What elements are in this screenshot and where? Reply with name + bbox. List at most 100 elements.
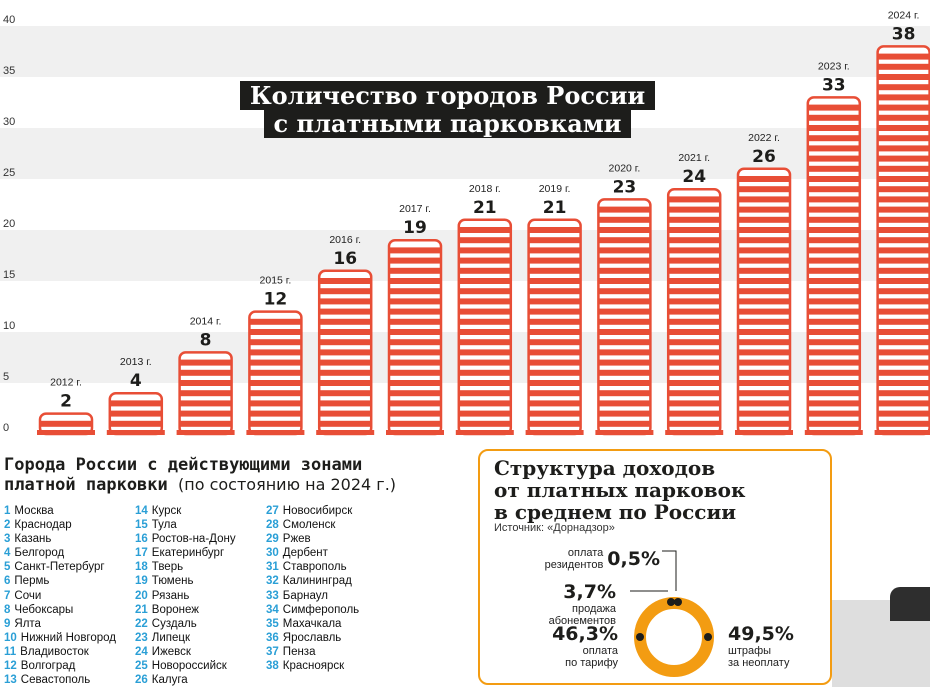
bar-stripe <box>528 257 581 264</box>
city-number: 2 <box>4 519 11 532</box>
segment-desc-2: за неоплату <box>728 657 790 669</box>
bar-stripe <box>807 339 860 346</box>
bar-stripe <box>738 318 790 325</box>
bar-stripe <box>389 247 441 254</box>
leader-line-residents <box>662 550 677 591</box>
bar-stripe <box>598 380 651 386</box>
city-list-item: 20 Рязань <box>135 589 236 603</box>
city-list-item: 28 Смоленск <box>266 518 359 532</box>
bar-value-label: 21 <box>543 198 567 218</box>
bar-category-label: 2014 г. <box>190 315 222 327</box>
city-name: Тула <box>151 519 177 532</box>
bar-stripe <box>877 84 930 91</box>
bar-stripe <box>389 257 441 264</box>
city-number: 30 <box>266 547 279 560</box>
city-number: 17 <box>135 547 148 560</box>
bar-stripe <box>598 420 651 427</box>
bar-stripe <box>319 420 372 427</box>
bar-value-label: 21 <box>473 198 497 218</box>
city-list-item: 3 Казань <box>4 532 116 546</box>
city-list-item: 13 Севастополь <box>4 673 116 687</box>
city-name: Новосибирск <box>282 505 353 517</box>
bar-stripe <box>738 288 790 295</box>
city-number: 23 <box>135 631 148 644</box>
bar-stripe <box>877 176 930 182</box>
bar: 26 2022 г. <box>735 132 793 436</box>
cities-title-line-2: платной парковки <box>4 475 168 495</box>
bar-stripe <box>528 278 581 284</box>
city-list-item: 38 Красноярск <box>266 659 359 673</box>
bar-stripe <box>598 308 651 315</box>
bar-stripe <box>389 390 441 397</box>
y-tick-label: 5 <box>3 371 9 383</box>
bar-stripe <box>458 308 511 315</box>
bar-stripe <box>738 329 790 335</box>
city-list-item: 8 Чебоксары <box>4 603 116 617</box>
grid-band <box>0 26 930 77</box>
revenue-title-line-3: в среднем по России <box>494 500 737 524</box>
bar-stripe <box>458 420 511 427</box>
bar-stripe <box>528 380 581 386</box>
bar-stripe <box>877 410 930 417</box>
city-number: 11 <box>4 645 17 658</box>
bar-base <box>106 430 165 435</box>
bar-stripe <box>598 318 651 325</box>
city-list-item: 22 Суздаль <box>135 617 236 631</box>
bar-stripe <box>807 380 860 386</box>
bar-stripe <box>458 349 511 356</box>
city-number: 38 <box>266 660 279 673</box>
bar-stripe <box>528 318 581 325</box>
bar-stripe <box>668 329 721 335</box>
bar-base <box>316 430 375 435</box>
bar-stripe <box>249 390 302 397</box>
bar-stripe <box>598 369 651 376</box>
city-number: 33 <box>266 589 279 602</box>
bar-stripe <box>738 206 790 213</box>
bar: 38 2024 г. <box>874 9 930 436</box>
bar-chart: 0 5 10 15 20 25 30 35 40 2 2012 г. 4 2013 г. 8 2014 г.… <box>0 9 930 436</box>
bar-category-label: 2021 г. <box>678 152 710 164</box>
bar-stripe <box>877 267 930 274</box>
city-number: 24 <box>135 645 148 658</box>
segment-pct: 46,3% <box>552 623 618 645</box>
city-list-item: 32 Калининград <box>266 574 359 588</box>
bar-stripe <box>458 237 511 244</box>
city-number: 8 <box>4 603 11 616</box>
city-number: 37 <box>266 645 279 658</box>
bar-stripe <box>738 349 790 356</box>
city-number: 18 <box>135 561 148 574</box>
city-name: Владивосток <box>20 645 89 658</box>
city-list-item: 34 Симферополь <box>266 603 359 617</box>
bar-base <box>874 430 930 435</box>
bar-stripe <box>389 298 441 305</box>
bar-base <box>665 430 724 435</box>
bar-stripe <box>877 247 930 254</box>
city-list-item: 33 Барнаул <box>266 589 359 603</box>
bar-stripe <box>249 339 302 346</box>
bar-base <box>37 430 95 435</box>
city-name: Санкт-Петербург <box>14 561 105 574</box>
bar-stripe <box>458 390 511 397</box>
bar-stripe <box>877 298 930 305</box>
y-tick-label: 25 <box>3 167 15 179</box>
city-list-item: 6 Пермь <box>4 574 116 588</box>
cities-column-2: 14 Курск 15 Тула 16 Ростов-на-Дону 17 Екатеринб… <box>135 504 236 687</box>
city-number: 5 <box>4 561 11 574</box>
bar: 2 2012 г. <box>37 377 95 436</box>
bar-stripe <box>528 400 581 407</box>
city-name: Белгород <box>14 547 65 560</box>
bar-stripe <box>249 420 302 427</box>
bar-value-label: 19 <box>403 218 427 238</box>
bar-stripe <box>877 216 930 223</box>
bar-stripe <box>668 359 721 366</box>
bar-value-label: 33 <box>822 75 846 95</box>
bar-stripe <box>528 267 581 274</box>
y-tick-label: 40 <box>3 14 15 26</box>
y-tick-label: 35 <box>3 65 15 77</box>
bar-stripe <box>877 94 930 101</box>
bar-stripe <box>738 339 790 346</box>
bar-base <box>455 430 514 435</box>
segment-pct: 0,5% <box>607 548 660 570</box>
bar-stripe <box>877 165 930 172</box>
bar-stripe <box>389 329 441 335</box>
